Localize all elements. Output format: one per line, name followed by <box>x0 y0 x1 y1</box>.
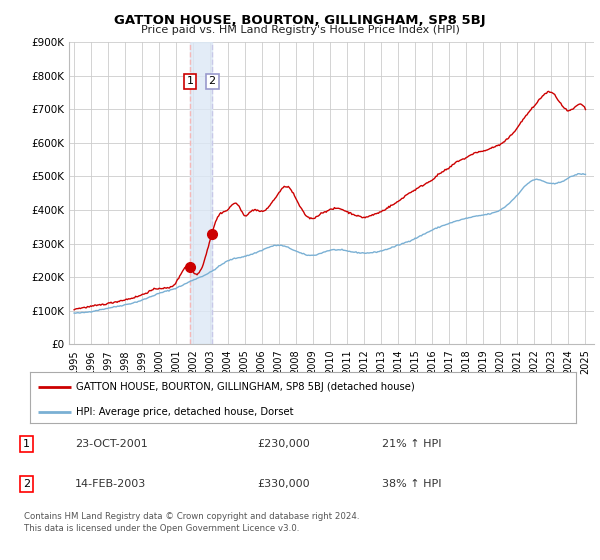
Text: 14-FEB-2003: 14-FEB-2003 <box>75 479 146 489</box>
Text: 38% ↑ HPI: 38% ↑ HPI <box>383 479 442 489</box>
Text: 21% ↑ HPI: 21% ↑ HPI <box>383 439 442 449</box>
Text: 23-OCT-2001: 23-OCT-2001 <box>75 439 148 449</box>
Text: GATTON HOUSE, BOURTON, GILLINGHAM, SP8 5BJ (detached house): GATTON HOUSE, BOURTON, GILLINGHAM, SP8 5… <box>76 381 415 391</box>
Text: Price paid vs. HM Land Registry's House Price Index (HPI): Price paid vs. HM Land Registry's House … <box>140 25 460 35</box>
Text: £230,000: £230,000 <box>257 439 310 449</box>
Text: Contains HM Land Registry data © Crown copyright and database right 2024.
This d: Contains HM Land Registry data © Crown c… <box>24 512 359 533</box>
Text: 2: 2 <box>23 479 30 489</box>
Text: 1: 1 <box>187 76 194 86</box>
Text: HPI: Average price, detached house, Dorset: HPI: Average price, detached house, Dors… <box>76 407 294 417</box>
Text: GATTON HOUSE, BOURTON, GILLINGHAM, SP8 5BJ: GATTON HOUSE, BOURTON, GILLINGHAM, SP8 5… <box>114 14 486 27</box>
Text: 2: 2 <box>209 76 216 86</box>
Text: £330,000: £330,000 <box>257 479 310 489</box>
Text: 1: 1 <box>23 439 30 449</box>
Bar <box>190 42 212 344</box>
